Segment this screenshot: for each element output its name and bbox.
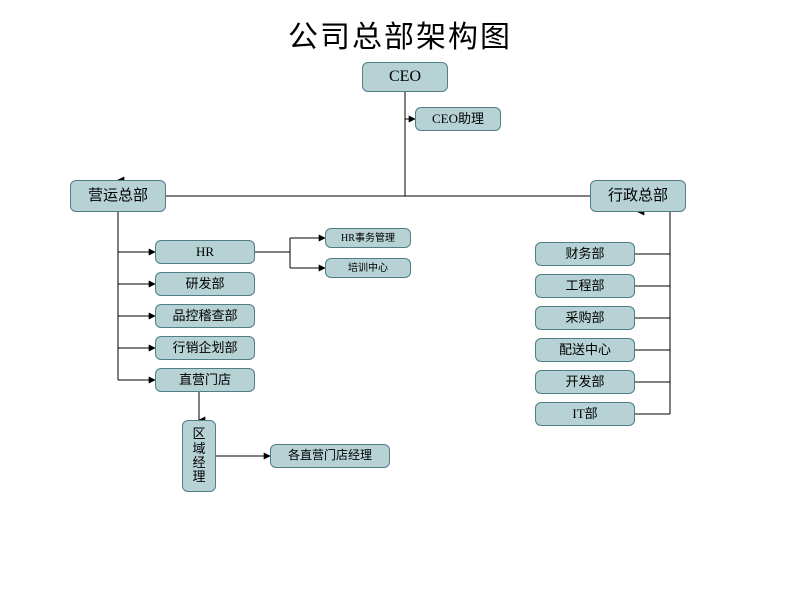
node-mkt: 行销企划部 (155, 336, 255, 360)
node-ops_hq: 营运总部 (70, 180, 166, 212)
node-training: 培训中心 (325, 258, 411, 278)
node-rd: 研发部 (155, 272, 255, 296)
node-proc: 采购部 (535, 306, 635, 330)
node-dist: 配送中心 (535, 338, 635, 362)
node-it: IT部 (535, 402, 635, 426)
node-dev: 开发部 (535, 370, 635, 394)
org-chart-canvas: { "diagram": { "type": "org-chart", "tit… (0, 0, 800, 600)
node-ceo_asst: CEO助理 (415, 107, 501, 131)
node-hr: HR (155, 240, 255, 264)
node-qc: 品控稽查部 (155, 304, 255, 328)
node-region_mgr: 区域经理 (182, 420, 216, 492)
node-fin: 财务部 (535, 242, 635, 266)
node-eng: 工程部 (535, 274, 635, 298)
node-hr_affairs: HR事务管理 (325, 228, 411, 248)
node-admin_hq: 行政总部 (590, 180, 686, 212)
edge-hr-branch (255, 252, 290, 268)
chart-title: 公司总部架构图 (0, 12, 800, 56)
node-stores: 直营门店 (155, 368, 255, 392)
node-store_mgrs: 各直营门店经理 (270, 444, 390, 468)
node-ceo: CEO (362, 62, 448, 92)
